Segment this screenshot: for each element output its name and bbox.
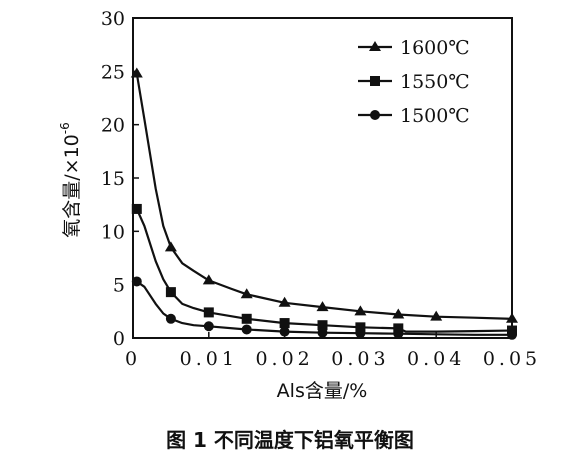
y-axis-label: 氧含量/×10-6 bbox=[58, 122, 83, 237]
y-tick-label: 0 bbox=[113, 328, 125, 350]
data-point bbox=[317, 320, 328, 331]
series-line bbox=[135, 73, 513, 320]
legend-entry: 1550℃ bbox=[358, 71, 470, 93]
series-layer bbox=[130, 67, 518, 340]
plot-frame bbox=[132, 17, 513, 339]
x-tick-label: 0.01 bbox=[180, 348, 238, 370]
data-point bbox=[355, 328, 366, 339]
data-point bbox=[317, 327, 328, 338]
x-tick-label: 0.02 bbox=[255, 348, 313, 370]
data-point bbox=[316, 301, 329, 312]
legend-label: 1500℃ bbox=[400, 105, 470, 127]
data-point bbox=[279, 326, 290, 337]
data-point bbox=[164, 241, 177, 252]
y-tick-label: 10 bbox=[101, 221, 125, 243]
data-point bbox=[393, 328, 404, 339]
x-tick-label: 0 bbox=[125, 348, 141, 370]
x-axis-label: Als含量/% bbox=[277, 380, 368, 402]
y-tick-label: 20 bbox=[101, 115, 125, 137]
y-tick-label: 5 bbox=[113, 275, 125, 297]
data-point bbox=[355, 322, 366, 333]
series-2 bbox=[131, 276, 517, 340]
series-1 bbox=[131, 203, 517, 336]
axis-ticks: 0 0.01 0.02 0.03 0.04 0.05 0 5 10 15 20 25 30 bbox=[101, 8, 541, 370]
legend-marker bbox=[370, 110, 380, 120]
x-tick-label: 0.05 bbox=[483, 348, 541, 370]
data-point bbox=[241, 324, 252, 335]
legend: 1600℃ 1550℃ 1500℃ bbox=[358, 37, 470, 127]
data-point bbox=[241, 313, 252, 324]
legend-label: 1550℃ bbox=[400, 71, 470, 93]
data-point bbox=[130, 67, 143, 78]
legend-entry: 1500℃ bbox=[358, 105, 470, 127]
x-tick-label: 0.04 bbox=[407, 348, 465, 370]
x-tick-label: 0.03 bbox=[331, 348, 389, 370]
data-point bbox=[165, 287, 176, 298]
y-axis-label-main: 氧含量/×10 bbox=[61, 134, 83, 238]
data-point bbox=[392, 308, 405, 319]
y-tick-label: 30 bbox=[101, 8, 125, 30]
data-point bbox=[278, 296, 291, 307]
data-point bbox=[165, 313, 176, 324]
data-point bbox=[354, 305, 367, 316]
series-0 bbox=[130, 67, 518, 323]
data-point bbox=[203, 321, 214, 332]
legend-entry: 1600℃ bbox=[358, 37, 470, 59]
y-tick-label: 25 bbox=[101, 61, 125, 83]
data-point bbox=[506, 312, 518, 323]
data-point bbox=[430, 310, 443, 321]
data-point bbox=[131, 276, 142, 287]
data-point bbox=[393, 323, 404, 334]
series-line bbox=[136, 280, 512, 336]
legend-label: 1600℃ bbox=[400, 37, 470, 59]
y-tick-label: 15 bbox=[101, 168, 125, 190]
legend-marker bbox=[369, 41, 381, 51]
data-point bbox=[279, 318, 290, 329]
data-point bbox=[131, 203, 142, 214]
data-point bbox=[202, 274, 215, 285]
y-axis-label-exponent: -6 bbox=[58, 122, 72, 134]
legend-marker bbox=[370, 76, 380, 86]
data-point bbox=[203, 307, 214, 318]
data-point bbox=[240, 288, 253, 299]
data-point bbox=[507, 329, 517, 340]
figure-caption: 图 1 不同温度下铝氧平衡图 bbox=[166, 428, 414, 452]
